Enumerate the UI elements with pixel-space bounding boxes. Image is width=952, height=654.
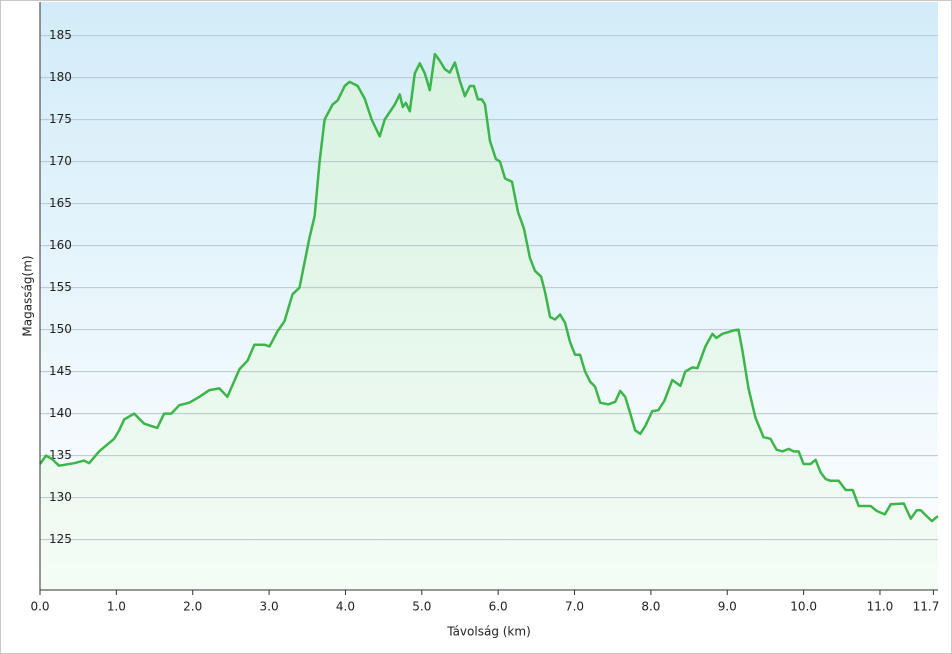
- x-tick-label: 7.0: [565, 600, 584, 614]
- x-tick-label: 1.0: [107, 600, 126, 614]
- x-tick-label: 9.0: [718, 600, 737, 614]
- line: [38, 52, 939, 523]
- x-tick-label: 5.0: [412, 600, 431, 614]
- x-tick-label: 10.0: [790, 600, 817, 614]
- y-tick-label: 180: [49, 70, 72, 84]
- x-tick-label: 8.0: [641, 600, 660, 614]
- y-tick-label: 130: [49, 490, 72, 504]
- x-tick-label: 2.0: [183, 600, 202, 614]
- y-tick-label: 160: [49, 238, 72, 252]
- y-axis-label: Magasság(m): [21, 255, 35, 336]
- x-tick-label: 3.0: [260, 600, 279, 614]
- y-tick-label: 165: [49, 196, 72, 210]
- x-tick-label: 0.0: [30, 600, 49, 614]
- x-tick-label: 11.7: [913, 600, 940, 614]
- y-tick-label: 140: [49, 406, 72, 420]
- y-tick-label: 175: [49, 112, 72, 126]
- y-tick-label: 185: [49, 28, 72, 42]
- x-tick-label: 6.0: [489, 600, 508, 614]
- y-tick-label: 155: [49, 280, 72, 294]
- y-tick-label: 170: [49, 154, 72, 168]
- y-tick-label: 150: [49, 322, 72, 336]
- y-tick-label: 145: [49, 364, 72, 378]
- y-tick-label: 125: [49, 532, 72, 546]
- x-tick-label: 11.0: [867, 600, 894, 614]
- x-axis-label: Távolság (km): [446, 625, 531, 639]
- x-tick-label: 4.0: [336, 600, 355, 614]
- y-tick-label: 135: [49, 448, 72, 462]
